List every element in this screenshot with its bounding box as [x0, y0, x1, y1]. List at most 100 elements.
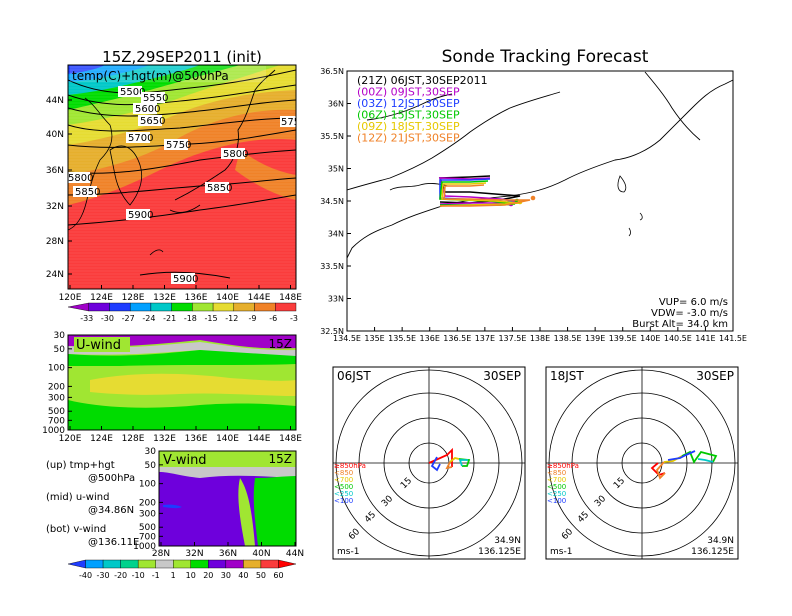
- pressure-tick-label: 100: [48, 364, 65, 374]
- hodo-segment: [430, 456, 441, 472]
- note-up-line1: (up) tmp+hgt: [46, 460, 115, 471]
- right-title: Sonde Tracking Forecast: [442, 47, 649, 67]
- wind-colorbar-swatch: [155, 559, 174, 569]
- hodo-lat: 34.9N: [494, 536, 521, 546]
- track-lat-axis: 36.5N 36N 35.5N 35N 34.5N 34N 33.5N 33N 32.5N: [320, 67, 351, 336]
- wind-colorbar-swatch: [120, 559, 139, 569]
- lon-tick-label: 135E: [364, 334, 384, 343]
- hodo-segment: [681, 450, 718, 464]
- hodo-segment: [449, 457, 460, 463]
- map500-fill: 5500 5550 5600 5650 5700 5750 5750 5800 …: [68, 65, 296, 289]
- lon-tick-label: 140.5E: [664, 334, 692, 343]
- contour-label: 5750: [166, 140, 191, 151]
- colorbar-swatch: [171, 302, 193, 312]
- lon-tick-label: 120E: [59, 434, 82, 444]
- pressure-tick-label: 1000: [42, 426, 65, 436]
- lon-tick-label: 124E: [90, 293, 113, 303]
- contour-label: 5900: [128, 210, 153, 221]
- vup-text: VUP= 6.0 m/s: [659, 297, 728, 308]
- note-up-line2: @500hPa: [88, 473, 135, 484]
- lon-tick-label: 144E: [248, 434, 271, 444]
- vwind-lat-axis: 28N 32N 36N 40N 44N: [152, 542, 304, 559]
- landing-point: [530, 195, 536, 201]
- wind-colorbar-label: 60: [273, 571, 283, 580]
- wind-colorbar-label: 10: [186, 571, 196, 580]
- colorbar-swatch: [150, 302, 172, 312]
- colorbar-label: -33: [80, 314, 93, 323]
- colorbar-swatch: [192, 302, 214, 312]
- pressure-tick-label: 1000: [133, 542, 156, 552]
- lon-tick-label: 137E: [475, 334, 495, 343]
- contour-label: 5650: [140, 116, 165, 127]
- hodo-segment: [458, 459, 468, 467]
- colorbar-swatch: [275, 302, 297, 312]
- lat-tick-label: 40N: [46, 130, 64, 140]
- hodo-legend-item: <250: [547, 490, 566, 498]
- hodo-segment: [650, 462, 666, 477]
- hodo-lon: 136.125E: [691, 547, 734, 557]
- lat-tick-label: 34N: [328, 230, 344, 239]
- hodo-legend-item: <100: [547, 497, 566, 505]
- hodo-segment: [428, 447, 453, 467]
- lon-tick-label: 148E: [279, 434, 302, 444]
- colorbar-label: -21: [163, 314, 176, 323]
- wind-colorbar-label: -30: [97, 571, 110, 580]
- lat-tick-label: 36N: [46, 166, 64, 176]
- lon-tick-label: 136E: [420, 334, 440, 343]
- wind-colorbar-label: -20: [114, 571, 127, 580]
- wind-colorbar-label: 50: [256, 571, 266, 580]
- wind-colorbar-label: 40: [238, 571, 248, 580]
- map500-frame: [67, 64, 297, 290]
- contour-label: 5550: [143, 93, 168, 104]
- hodo-legend-item: <100: [334, 497, 353, 505]
- map500-contour-labels: 5500 5550 5600 5650 5700 5750 5750 5800 …: [68, 86, 296, 285]
- wind-colorbar-swatch: [173, 559, 191, 569]
- colorbar-label: -6: [269, 314, 277, 323]
- lon-tick-label: 136E: [185, 293, 208, 303]
- lat-tick-label: 33N: [328, 295, 344, 304]
- wind-colorbar-label: -10: [132, 571, 145, 580]
- wind-colorbar-label: 30: [221, 571, 231, 580]
- wind-colorbar: -40 -30 -20 -10 -1 1 10 20 30 40 50 60: [67, 559, 297, 580]
- wind-colorbar-swatch: [85, 559, 104, 569]
- launch-legend-item: (03Z) 12JST,30SEP: [357, 97, 460, 110]
- vdw-text: VDW= -3.0 m/s: [651, 308, 728, 319]
- colorbar-label: -24: [142, 314, 155, 323]
- track-lines: [438, 175, 536, 207]
- wind-colorbar-swatch: [190, 559, 209, 569]
- lon-tick-label: 140E: [216, 434, 239, 444]
- lat-tick-label: 32.5N: [320, 327, 344, 336]
- wind-colorbar-swatch: [260, 559, 279, 569]
- wind-colorbar-swatch: [102, 559, 121, 569]
- contour-label: 5600: [135, 104, 160, 115]
- pressure-tick-label: 500: [139, 523, 156, 533]
- balloon-track: [438, 177, 521, 205]
- wind-colorbar-swatch: [137, 559, 156, 569]
- hodo-date: 30SEP: [696, 369, 734, 383]
- colorbar-label: -27: [122, 314, 135, 323]
- lon-tick-label: 139E: [585, 334, 605, 343]
- colorbar-label: -15: [205, 314, 218, 323]
- lat-tick-label: 35.5N: [320, 132, 344, 141]
- lat-tick-label: 35N: [328, 165, 344, 174]
- hodo-time: 18JST: [550, 369, 584, 383]
- map500-label: temp(C)+hgt(m)@500hPa: [72, 69, 229, 83]
- hodo-lat: 34.9N: [707, 536, 734, 546]
- contour-label: 5500: [120, 87, 145, 98]
- lat-tick-label: 32N: [185, 549, 203, 559]
- uwind-time: 15Z: [269, 337, 293, 351]
- colorbar-label: -30: [101, 314, 114, 323]
- lon-tick-label: 132E: [153, 434, 176, 444]
- pressure-tick-label: 300: [48, 393, 65, 403]
- lon-tick-label: 148E: [279, 293, 302, 303]
- pressure-tick-label: 50: [145, 461, 157, 471]
- lat-tick-label: 34.5N: [320, 197, 344, 206]
- hodo-legend-item: <500: [334, 483, 353, 491]
- lat-tick-label: 44N: [286, 549, 304, 559]
- note-bot-line2: @136.11E: [88, 537, 139, 548]
